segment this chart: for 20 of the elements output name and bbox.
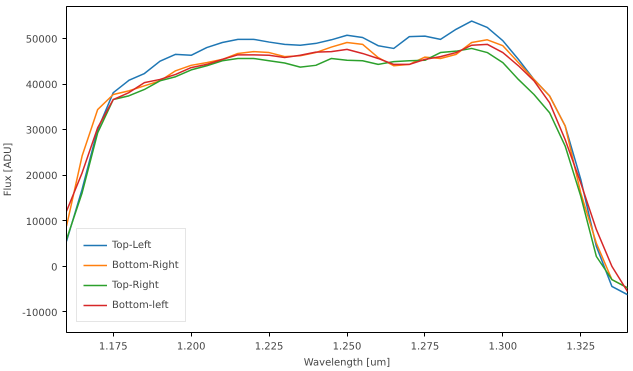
x-tick-label: 1.250: [332, 342, 362, 352]
y-tick-label: -10000: [22, 308, 58, 319]
legend-label: Bottom-left: [112, 299, 168, 311]
y-tick-label: 20000: [26, 171, 58, 182]
legend-label: Top-Right: [112, 279, 159, 291]
x-tick-label: 1.225: [254, 342, 284, 352]
y-tick-label: 0: [51, 262, 58, 274]
x-tick-label: 1.300: [488, 342, 518, 352]
x-tick-label: 1.275: [410, 342, 440, 352]
x-tick-label: 1.325: [566, 342, 596, 352]
x-tick-label: 1.200: [176, 342, 206, 352]
y-tick-label: 40000: [26, 80, 58, 92]
x-axis-title: Wavelength [um]: [304, 358, 390, 368]
x-tick-label: 1.175: [98, 342, 128, 352]
y-tick-label: 10000: [26, 216, 58, 228]
y-axis-title: Flux [ADU]: [3, 142, 14, 196]
y-tick-label: 50000: [26, 34, 58, 46]
y-tick-label: 30000: [26, 126, 58, 137]
legend-label: Bottom-Right: [112, 259, 179, 271]
legend-label: Top-Left: [112, 239, 152, 251]
